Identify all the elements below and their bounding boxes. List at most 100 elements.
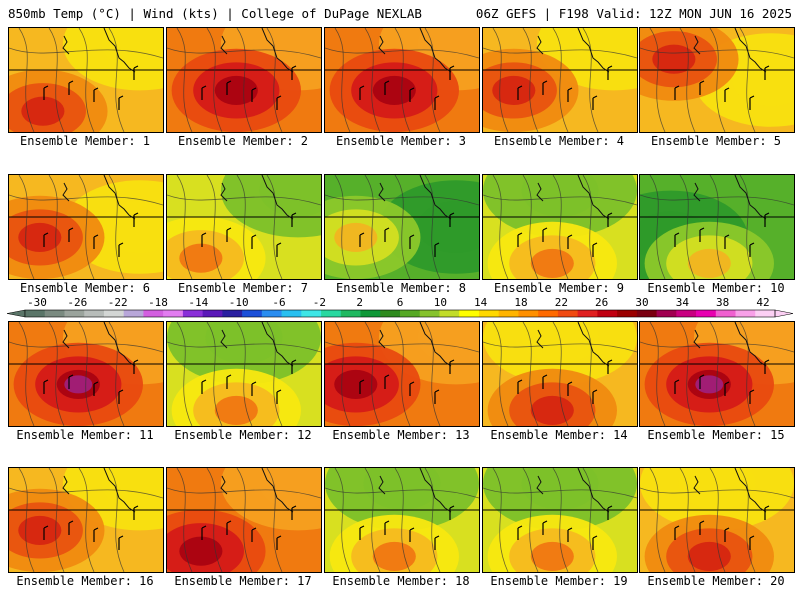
member-map [325,28,479,132]
colorbar-segment [103,310,125,317]
member-label: Ensemble Member: 16 [16,574,154,588]
colorbar-tick-label: 38 [716,296,729,309]
colorbar-segment [557,310,579,317]
member-map-panel [166,321,322,427]
colorbar-segment [202,310,223,317]
colorbar-left-arrow [6,309,26,318]
colorbar-tick-label: 6 [397,296,404,309]
member-map-panel [639,27,795,133]
header-title-left: 850mb Temp (°C) | Wind (kts) | College o… [8,6,422,21]
colorbar-segment [222,310,243,317]
member-label: Ensemble Member: 17 [174,574,312,588]
colorbar-segment [498,310,519,317]
colorbar-segment [143,310,164,317]
member-label: Ensemble Member: 19 [490,574,628,588]
member-label: Ensemble Member: 2 [177,134,309,148]
colorbar-tick-label: -10 [229,296,249,309]
member-map-panel [324,174,480,280]
colorbar-segment [84,310,105,317]
colorbar-segment [538,310,559,317]
member-map-panel [324,27,480,133]
colorbar-segment [242,310,263,317]
member-map-panel [8,27,164,133]
member-map [9,468,163,572]
member-map-panel [166,467,322,573]
member-label: Ensemble Member: 1 [19,134,151,148]
colorbar-tick-label: 14 [474,296,488,309]
colorbar-tick-label: -26 [67,296,87,309]
member-label: Ensemble Member: 15 [647,428,785,442]
colorbar-segment [755,310,776,317]
member-map [325,468,479,572]
member-map-panel [8,174,164,280]
colorbar-segment [301,310,322,317]
colorbar-tick-label: 22 [555,296,568,309]
colorbar-segment [577,310,598,317]
member-map-panel [639,174,795,280]
member-map-panel [482,174,638,280]
member-map [483,28,637,132]
member-map [640,322,794,426]
member-map [325,322,479,426]
member-label: Ensemble Member: 13 [332,428,470,442]
colorbar-segment [64,310,85,317]
member-map [167,322,321,426]
member-map [640,468,794,572]
colorbar-tick-label: -14 [188,296,208,309]
member-label: Ensemble Member: 11 [16,428,154,442]
colorbar-segment [360,310,381,317]
member-map-panel [8,321,164,427]
header-title-right: 06Z GEFS | F198 Valid: 12Z MON JUN 16 20… [475,6,792,21]
member-map-panel [166,174,322,280]
member-map [325,175,479,279]
colorbar-segment [261,310,283,317]
member-map [483,468,637,572]
colorbar-segment [44,310,65,317]
colorbar-segment [439,310,460,317]
member-map-panel [639,467,795,573]
member-label: Ensemble Member: 10 [647,281,785,295]
colorbar-segment [459,310,480,317]
colorbar-segment [597,310,618,317]
colorbar-segment [636,310,658,317]
colorbar-segment [715,310,737,317]
colorbar-segment [163,310,184,317]
colorbar-tick-label: -18 [148,296,168,309]
colorbar-tick-label: 2 [356,296,363,309]
member-label: Ensemble Member: 20 [647,574,785,588]
member-map-panel [639,321,795,427]
member-map [483,322,637,426]
member-map [640,28,794,132]
member-map-panel [8,467,164,573]
colorbar-segment [281,310,302,317]
colorbar-segment [123,310,144,317]
member-map-panel [482,321,638,427]
member-map-panel [324,467,480,573]
colorbar-segment [735,310,756,317]
colorbar-tick-label: 18 [514,296,527,309]
member-map [9,28,163,132]
member-label: Ensemble Member: 14 [490,428,628,442]
member-map-panel [482,27,638,133]
member-map [9,322,163,426]
colorbar-tick-label: -22 [108,296,128,309]
member-label: Ensemble Member: 12 [174,428,312,442]
member-label: Ensemble Member: 9 [493,281,625,295]
member-map-panel [324,321,480,427]
colorbar-segment [656,310,677,317]
member-map [167,468,321,572]
colorbar-tick-label: 26 [595,296,608,309]
colorbar-segment [340,310,362,317]
colorbar-tick-label: -2 [313,296,326,309]
member-map-panel [482,467,638,573]
colorbar-tick-label: 34 [676,296,690,309]
colorbar-segment [400,310,421,317]
member-label: Ensemble Member: 6 [19,281,151,295]
colorbar-tick-label: 42 [756,296,769,309]
colorbar-segment [321,310,342,317]
colorbar-segment [182,310,204,317]
colorbar-tick-label: 30 [635,296,648,309]
member-label: Ensemble Member: 18 [332,574,470,588]
colorbar-tick-label: 10 [434,296,447,309]
